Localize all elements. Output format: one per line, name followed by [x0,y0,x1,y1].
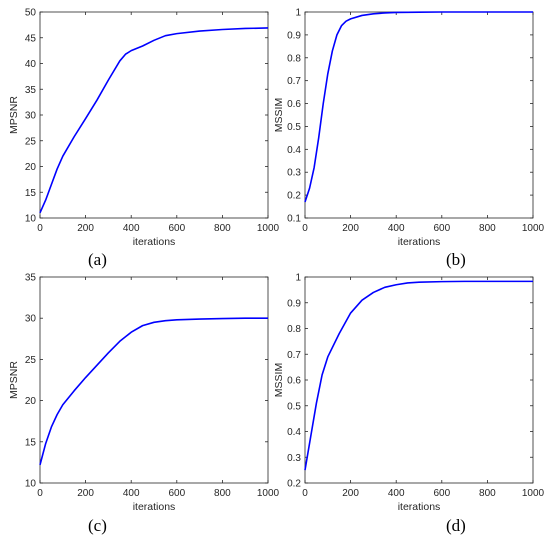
y-tick-label: 25 [25,136,37,147]
y-tick-label: 0.2 [287,479,301,490]
x-tick-label: 1000 [522,488,545,499]
x-tick-label: 400 [388,488,405,499]
y-tick-label: 0.8 [287,53,301,64]
y-tick-label: 15 [25,188,37,199]
panel-label-a: (a) [88,250,107,269]
plot-frame [39,276,269,484]
x-tick-label: 200 [342,223,359,234]
series-line [304,11,533,203]
y-tick-label: 15 [25,437,37,448]
y-tick-label: 40 [25,59,37,70]
x-tick-label: 800 [214,488,231,499]
y-tick-label: 0.5 [287,401,301,412]
y-tick-label: 10 [25,214,37,225]
y-tick-label: 0.5 [287,122,301,133]
x-tick-label: 400 [388,223,405,234]
x-tick-label: 800 [214,223,231,234]
y-tick-label: 30 [25,111,37,122]
x-tick-label: 1000 [257,488,280,499]
y-tick-label: 25 [25,355,37,366]
plot-frame [304,11,534,219]
x-tick-label: 800 [479,223,496,234]
x-tick-label: 1000 [522,223,545,234]
x-axis-label: iterations [398,236,441,248]
y-tick-label: 50 [25,8,37,19]
plot-frame [39,11,269,219]
y-tick-label: 0.9 [287,298,301,309]
y-tick-label: 20 [25,162,37,173]
y-axis-label: MSSIM [273,363,285,397]
x-tick-label: 600 [433,223,450,234]
series-line [304,280,533,471]
y-tick-label: 0.3 [287,453,301,464]
x-tick-label: 400 [123,488,140,499]
x-tick-label: 400 [123,223,140,234]
y-tick-label: 35 [25,85,37,96]
y-axis-label: MPSNR [8,361,20,399]
y-tick-label: 20 [25,396,37,407]
y-tick-label: 1 [295,8,301,19]
y-tick-label: 1 [295,273,301,284]
x-tick-label: 0 [302,223,308,234]
x-tick-label: 600 [433,488,450,499]
chart-d: 0 200 400 600 800 1000 0.2 0.3 0.4 0.5 0.6 0.7 0.8 0.… [273,273,545,514]
panel-label-c: (c) [88,516,107,535]
y-tick-label: 0.9 [287,30,301,41]
y-tick-label: 30 [25,314,37,325]
y-tick-label: 35 [25,273,37,284]
y-axis-label: MPSNR [8,96,20,134]
y-tick-label: 10 [25,479,37,490]
y-tick-label: 0.2 [287,191,301,202]
y-tick-label: 0.4 [287,145,301,156]
y-tick-label: 0.6 [287,99,301,110]
panel-label-b: (b) [446,250,466,269]
x-tick-label: 800 [479,488,496,499]
series-line [39,27,269,214]
x-tick-label: 200 [77,488,94,499]
x-tick-label: 600 [168,223,185,234]
x-axis-label: iterations [398,501,441,513]
x-tick-label: 0 [37,488,43,499]
chart-b: 0 200 400 600 800 1000 0.1 0.2 0.3 0.4 0.5 0.6 0.7 0.… [273,8,545,249]
x-tick-label: 200 [342,488,359,499]
chart-c: 0 200 400 600 800 1000 10 15 20 25 30 35 iterations M… [8,273,280,514]
x-axis-label: iterations [133,501,176,513]
y-tick-label: 45 [25,33,37,44]
y-tick-label: 0.7 [287,76,301,87]
y-tick-label: 0.8 [287,324,301,335]
x-tick-label: 0 [302,488,308,499]
y-axis-label: MSSIM [273,98,285,132]
y-tick-label: 0.7 [287,350,301,361]
panel-label-d: (d) [446,516,466,535]
y-tick-label: 0.3 [287,168,301,179]
x-tick-label: 1000 [257,223,280,234]
y-tick-label: 0.4 [287,427,301,438]
x-tick-label: 0 [37,223,43,234]
y-tick-label: 0.6 [287,376,301,387]
x-axis-label: iterations [133,236,176,248]
x-tick-label: 200 [77,223,94,234]
x-tick-label: 600 [168,488,185,499]
series-line [39,317,268,466]
chart-a: 0 200 400 600 800 1000 10 15 20 25 30 35 40 45 50 itera… [8,8,280,249]
plot-frame [304,276,534,484]
y-tick-label: 0.1 [287,214,301,225]
